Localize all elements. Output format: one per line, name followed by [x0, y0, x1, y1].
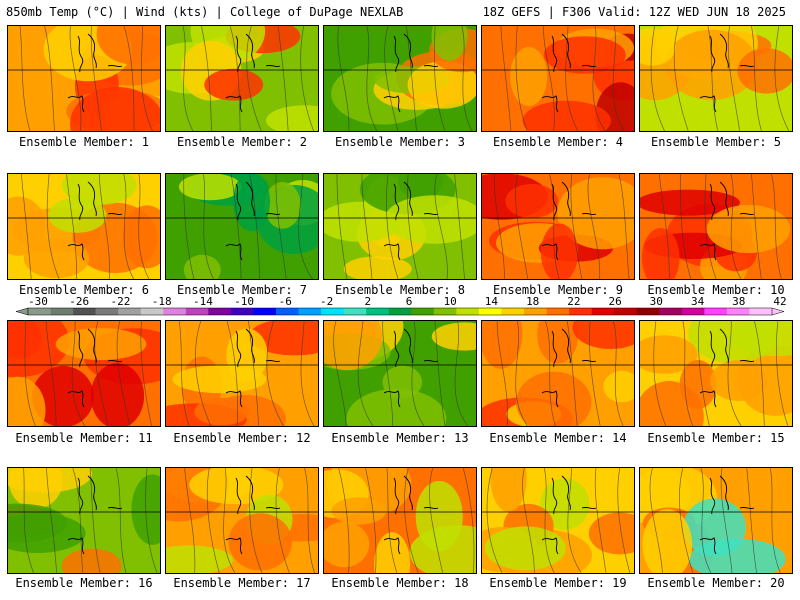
ensemble-map-16: [7, 467, 161, 574]
ensemble-member-label: Ensemble Member: 11: [15, 431, 153, 445]
colorbar-segment: [524, 308, 547, 315]
colorbar-tick-label: -2: [320, 296, 333, 308]
colorbar-segment: [478, 308, 502, 315]
ensemble-member-label: Ensemble Member: 20: [647, 576, 785, 590]
ensemble-member-label: Ensemble Member: 7: [176, 283, 308, 297]
ensemble-map-11: [7, 320, 161, 427]
ensemble-member-label: Ensemble Member: 8: [334, 283, 466, 297]
colorbar-segment: [208, 308, 232, 315]
colorbar-tick-label: -14: [193, 296, 213, 308]
colorbar-segment: [118, 308, 142, 315]
ensemble-map-7: [165, 173, 319, 280]
colorbar-segment: [95, 308, 119, 315]
colorbar-segment: [591, 308, 615, 315]
colorbar-right-arrow: [771, 307, 785, 316]
colorbar-tick-label: 10: [444, 296, 457, 308]
colorbar-segment: [569, 308, 592, 315]
colorbar-segment: [321, 308, 344, 315]
colorbar-tick-label: -6: [279, 296, 292, 308]
colorbar-segment: [276, 308, 299, 315]
ensemble-map-3: [323, 25, 477, 132]
ensemble-map-13: [323, 320, 477, 427]
ensemble-member-label: Ensemble Member: 16: [15, 576, 153, 590]
ensemble-member-label: Ensemble Member: 1: [18, 135, 150, 149]
ensemble-member-label: Ensemble Member: 3: [334, 135, 466, 149]
ensemble-member-label: Ensemble Member: 15: [647, 431, 785, 445]
colorbar-segment: [704, 308, 728, 315]
colorbar-segment: [456, 308, 480, 315]
colorbar-segment: [681, 308, 705, 315]
ensemble-member-label: Ensemble Member: 19: [489, 576, 627, 590]
colorbar-segment: [749, 308, 773, 315]
colorbar-segment: [298, 308, 322, 315]
colorbar-segment: [636, 308, 660, 315]
colorbar-tick-label: 30: [650, 296, 663, 308]
ensemble-member-label: Ensemble Member: 14: [489, 431, 627, 445]
ensemble-map-1: [7, 25, 161, 132]
ensemble-map-17: [165, 467, 319, 574]
colorbar-tick-label: 26: [608, 296, 621, 308]
colorbar-segment: [140, 308, 164, 315]
colorbar-segment: [343, 308, 367, 315]
ensemble-member-label: Ensemble Member: 12: [173, 431, 311, 445]
colorbar-segment: [614, 308, 638, 315]
colorbar-segment: [73, 308, 96, 315]
colorbar-segment: [253, 308, 277, 315]
colorbar-left-arrow: [15, 307, 29, 316]
colorbar-tick-label: -26: [69, 296, 89, 308]
ensemble-member-label: Ensemble Member: 6: [18, 283, 150, 297]
ensemble-map-20: [639, 467, 793, 574]
ensemble-map-8: [323, 173, 477, 280]
colorbar-segment: [388, 308, 412, 315]
ensemble-map-19: [481, 467, 635, 574]
colorbar-tick-label: 6: [406, 296, 413, 308]
colorbar-tick-label: -18: [152, 296, 172, 308]
ensemble-map-9: [481, 173, 635, 280]
ensemble-member-label: Ensemble Member: 18: [331, 576, 469, 590]
ensemble-map-10: [639, 173, 793, 280]
ensemble-member-label: Ensemble Member: 2: [176, 135, 308, 149]
ensemble-map-14: [481, 320, 635, 427]
ensemble-member-label: Ensemble Member: 5: [650, 135, 782, 149]
colorbar-segment: [411, 308, 435, 315]
colorbar-tick-label: 42: [773, 296, 786, 308]
colorbar-segment: [50, 308, 74, 315]
ensemble-member-label: Ensemble Member: 13: [331, 431, 469, 445]
ensemble-map-18: [323, 467, 477, 574]
ensemble-member-label: Ensemble Member: 4: [492, 135, 624, 149]
colorbar-segment: [501, 308, 525, 315]
run-info: 18Z GEFS | F306 Valid: 12Z WED JUN 18 20…: [482, 5, 786, 19]
colorbar-segment: [433, 308, 457, 315]
colorbar-tick-label: 22: [567, 296, 580, 308]
ensemble-member-label: Ensemble Member: 9: [492, 283, 624, 297]
ensemble-member-label: Ensemble Member: 10: [647, 283, 785, 297]
colorbar-segment: [726, 308, 750, 315]
ensemble-map-5: [639, 25, 793, 132]
ensemble-map-15: [639, 320, 793, 427]
ensemble-map-4: [481, 25, 635, 132]
colorbar-tick-label: -30: [28, 296, 48, 308]
ensemble-map-6: [7, 173, 161, 280]
colorbar-tick-label: -22: [110, 296, 130, 308]
colorbar-segment: [230, 308, 254, 315]
colorbar-segment: [28, 308, 51, 315]
chart-title: 850mb Temp (°C) | Wind (kts) | College o…: [6, 5, 404, 19]
colorbar-tick-label: 18: [526, 296, 539, 308]
colorbar-segment: [546, 308, 570, 315]
colorbar-segment: [366, 308, 390, 315]
temperature-colorbar: -30 -26 -22 -18 -14 -10 -6 -2 2 6 10 14 18 22 26 30 34 38…: [15, 296, 786, 316]
colorbar-tick-label: 34: [691, 296, 705, 308]
colorbar-segment: [185, 308, 209, 315]
colorbar-segment: [163, 308, 187, 315]
colorbar-tick-label: 14: [485, 296, 499, 308]
colorbar-tick-label: -10: [234, 296, 254, 308]
colorbar-tick-label: 38: [732, 296, 745, 308]
ensemble-map-2: [165, 25, 319, 132]
colorbar-tick-label: 2: [364, 296, 371, 308]
ensemble-map-12: [165, 320, 319, 427]
ensemble-member-label: Ensemble Member: 17: [173, 576, 311, 590]
colorbar-segment: [659, 308, 683, 315]
